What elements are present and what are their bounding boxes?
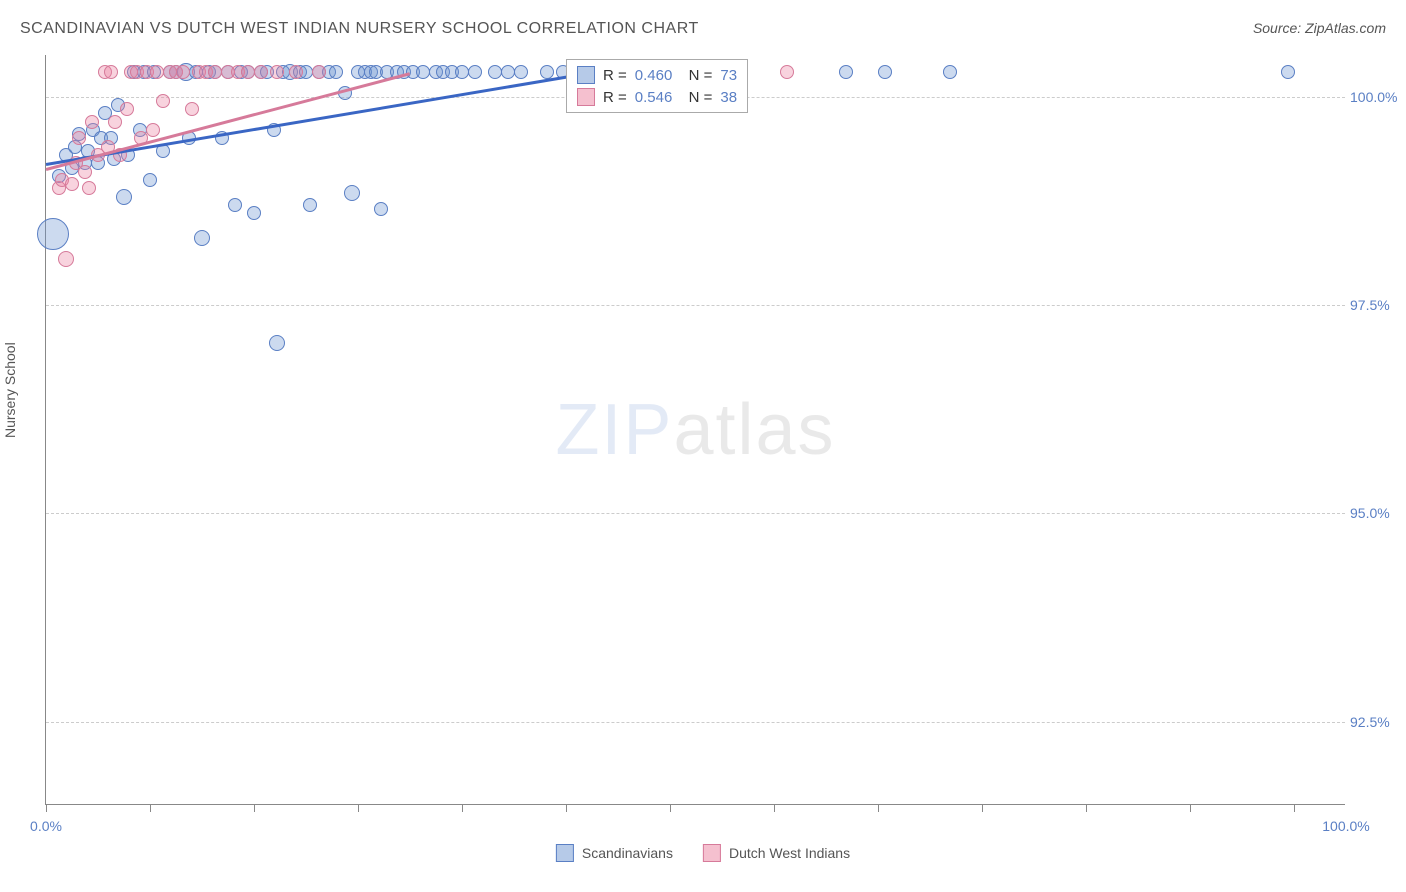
scatter-point xyxy=(116,189,132,205)
x-tick xyxy=(1190,804,1191,812)
scatter-point xyxy=(839,65,853,79)
scatter-point xyxy=(85,115,99,129)
scatter-point xyxy=(269,335,285,351)
legend-item: Dutch West Indians xyxy=(703,844,850,862)
stats-n-label: N = xyxy=(680,67,712,84)
stats-r-value: 0.546 xyxy=(635,89,673,106)
x-tick xyxy=(566,804,567,812)
grid-line xyxy=(46,305,1345,306)
x-tick xyxy=(46,804,47,812)
scatter-point xyxy=(344,185,360,201)
stats-box: R = 0.460 N = 73R = 0.546 N = 38 xyxy=(566,59,748,113)
stats-r-label: R = xyxy=(603,67,627,84)
scatter-point xyxy=(176,65,190,79)
scatter-point xyxy=(943,65,957,79)
scatter-point xyxy=(143,173,157,187)
scatter-point xyxy=(194,230,210,246)
legend-item: Scandinavians xyxy=(556,844,673,862)
stats-n-value: 73 xyxy=(720,67,737,84)
scatter-point xyxy=(303,198,317,212)
x-tick xyxy=(774,804,775,812)
legend-label: Dutch West Indians xyxy=(729,845,850,861)
scatter-point xyxy=(65,177,79,191)
legend-swatch xyxy=(703,844,721,862)
scatter-point xyxy=(501,65,515,79)
scatter-point xyxy=(58,251,74,267)
scatter-point xyxy=(540,65,554,79)
stats-n-value: 38 xyxy=(720,89,737,106)
x-tick xyxy=(462,804,463,812)
scatter-point xyxy=(156,94,170,108)
scatter-point xyxy=(455,65,469,79)
scatter-point xyxy=(488,65,502,79)
x-tick xyxy=(254,804,255,812)
scatter-point xyxy=(150,65,164,79)
grid-line xyxy=(46,513,1345,514)
trend-line xyxy=(46,72,592,166)
x-tick xyxy=(1086,804,1087,812)
scatter-point xyxy=(780,65,794,79)
scatter-point xyxy=(208,65,222,79)
scatter-point xyxy=(108,115,122,129)
legend-swatch xyxy=(556,844,574,862)
scatter-point xyxy=(374,202,388,216)
trend-line xyxy=(46,72,411,170)
scatter-point xyxy=(72,131,86,145)
x-tick xyxy=(670,804,671,812)
legend-label: Scandinavians xyxy=(582,845,673,861)
scatter-point xyxy=(146,123,160,137)
y-axis-title: Nursery School xyxy=(2,342,18,438)
source-attribution: Source: ZipAtlas.com xyxy=(1253,20,1386,36)
scatter-point xyxy=(254,65,268,79)
scatter-point xyxy=(514,65,528,79)
x-tick xyxy=(982,804,983,812)
scatter-point xyxy=(312,65,326,79)
x-tick xyxy=(358,804,359,812)
stats-row: R = 0.546 N = 38 xyxy=(577,86,737,108)
scatter-point xyxy=(270,65,284,79)
stats-r-label: R = xyxy=(603,89,627,106)
x-tick xyxy=(878,804,879,812)
scatter-point xyxy=(241,65,255,79)
scatter-point xyxy=(289,65,303,79)
scatter-point xyxy=(104,65,118,79)
scatter-point xyxy=(416,65,430,79)
plot-area: ZIPatlas 92.5%95.0%97.5%100.0%0.0%100.0%… xyxy=(45,55,1345,805)
legend-swatch xyxy=(577,66,595,84)
y-tick-label: 92.5% xyxy=(1350,714,1405,730)
scatter-point xyxy=(228,198,242,212)
stats-r-value: 0.460 xyxy=(635,67,673,84)
legend: Scandinavians Dutch West Indians xyxy=(556,844,850,862)
x-tick xyxy=(150,804,151,812)
chart-title: SCANDINAVIAN VS DUTCH WEST INDIAN NURSER… xyxy=(20,20,699,38)
scatter-point xyxy=(329,65,343,79)
y-tick-label: 97.5% xyxy=(1350,297,1405,313)
x-tick-label: 0.0% xyxy=(30,818,62,834)
scatter-point xyxy=(37,218,69,250)
x-tick xyxy=(1294,804,1295,812)
watermark-zip: ZIP xyxy=(555,390,673,470)
scatter-point xyxy=(468,65,482,79)
legend-swatch xyxy=(577,88,595,106)
y-tick-label: 100.0% xyxy=(1350,89,1405,105)
watermark-atlas: atlas xyxy=(673,390,835,470)
scatter-point xyxy=(82,181,96,195)
stats-n-label: N = xyxy=(680,89,712,106)
scatter-point xyxy=(1281,65,1295,79)
x-tick-label: 100.0% xyxy=(1322,818,1369,834)
scatter-point xyxy=(78,165,92,179)
scatter-point xyxy=(247,206,261,220)
grid-line xyxy=(46,722,1345,723)
watermark: ZIPatlas xyxy=(555,389,835,471)
stats-row: R = 0.460 N = 73 xyxy=(577,64,737,86)
y-tick-label: 95.0% xyxy=(1350,505,1405,521)
scatter-point xyxy=(185,102,199,116)
scatter-point xyxy=(878,65,892,79)
scatter-point xyxy=(120,102,134,116)
